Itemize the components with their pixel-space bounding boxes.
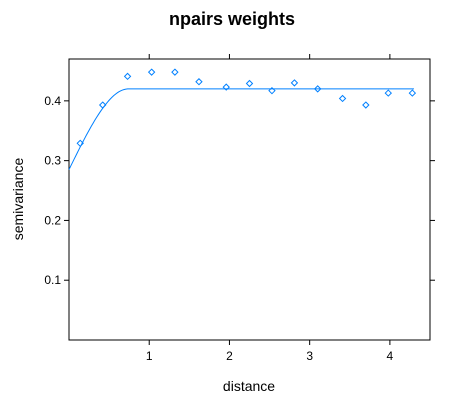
data-point — [245, 79, 254, 88]
data-point — [384, 89, 392, 97]
data-point — [362, 101, 370, 109]
data-points — [76, 68, 417, 148]
data-point — [123, 72, 132, 81]
data-point — [76, 139, 84, 148]
y-tick-label: 0.2 — [44, 213, 61, 227]
data-point — [338, 94, 347, 103]
fitted-variogram-line — [68, 88, 414, 170]
data-point — [98, 101, 107, 109]
y-tick-label: 0.3 — [44, 154, 61, 168]
data-point — [290, 79, 299, 87]
x-axis: 1 2 3 4 — [146, 54, 394, 363]
plot-frame — [68, 58, 431, 341]
data-point — [268, 86, 276, 95]
y-axis: 0.1 0.2 0.3 0.4 — [44, 94, 435, 287]
x-tick-label: 2 — [226, 349, 233, 363]
data-point — [222, 83, 230, 91]
x-tick-label: 3 — [306, 349, 313, 363]
x-axis-label: distance — [223, 378, 275, 394]
data-point — [171, 68, 179, 76]
y-axis-label: semivariance — [10, 158, 26, 241]
data-point — [408, 89, 417, 97]
data-point — [195, 78, 203, 86]
y-tick-label: 0.1 — [44, 273, 61, 287]
chart-title: npairs weights — [169, 9, 295, 29]
y-tick-label: 0.4 — [44, 94, 61, 108]
data-point — [147, 68, 156, 76]
data-point — [313, 85, 322, 93]
x-tick-label: 4 — [387, 349, 394, 363]
x-tick-label: 1 — [146, 349, 153, 363]
